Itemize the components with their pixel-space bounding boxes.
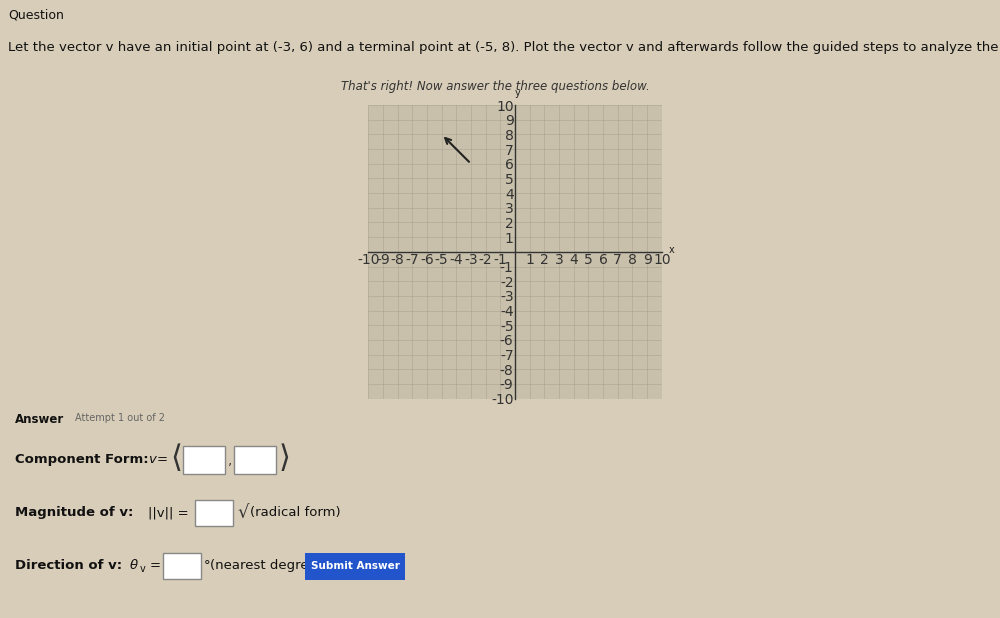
Text: θ: θ	[130, 559, 138, 572]
Text: ⟨: ⟨	[170, 444, 182, 473]
Text: ||v|| =: ||v|| =	[148, 506, 189, 519]
Text: Question: Question	[8, 9, 64, 22]
Text: (nearest degree): (nearest degree)	[210, 559, 322, 572]
Text: v: v	[140, 564, 146, 574]
Text: Answer: Answer	[15, 413, 64, 426]
FancyBboxPatch shape	[183, 446, 225, 474]
Text: Magnitude of v:: Magnitude of v:	[15, 506, 133, 519]
FancyBboxPatch shape	[305, 553, 405, 580]
Text: (radical form): (radical form)	[250, 506, 341, 519]
Text: y: y	[515, 88, 521, 98]
Text: v: v	[148, 453, 156, 466]
FancyBboxPatch shape	[195, 500, 233, 526]
Text: That's right! Now answer the three questions below.: That's right! Now answer the three quest…	[341, 80, 649, 93]
Text: =: =	[150, 559, 161, 572]
Text: ,: ,	[228, 453, 232, 467]
Text: =: =	[157, 453, 168, 466]
Text: °: °	[204, 559, 211, 572]
Text: √: √	[237, 504, 248, 522]
Text: Submit Answer: Submit Answer	[311, 561, 399, 571]
Text: ⟩: ⟩	[279, 444, 291, 473]
Text: x: x	[669, 245, 675, 255]
Text: Attempt 1 out of 2: Attempt 1 out of 2	[75, 413, 165, 423]
Text: Direction of v:: Direction of v:	[15, 559, 122, 572]
FancyBboxPatch shape	[234, 446, 276, 474]
Text: Component Form:: Component Form:	[15, 453, 149, 466]
FancyBboxPatch shape	[163, 553, 201, 579]
Text: Let the vector v have an initial point at (-3, 6) and a terminal point at (-5, 8: Let the vector v have an initial point a…	[8, 41, 1000, 54]
